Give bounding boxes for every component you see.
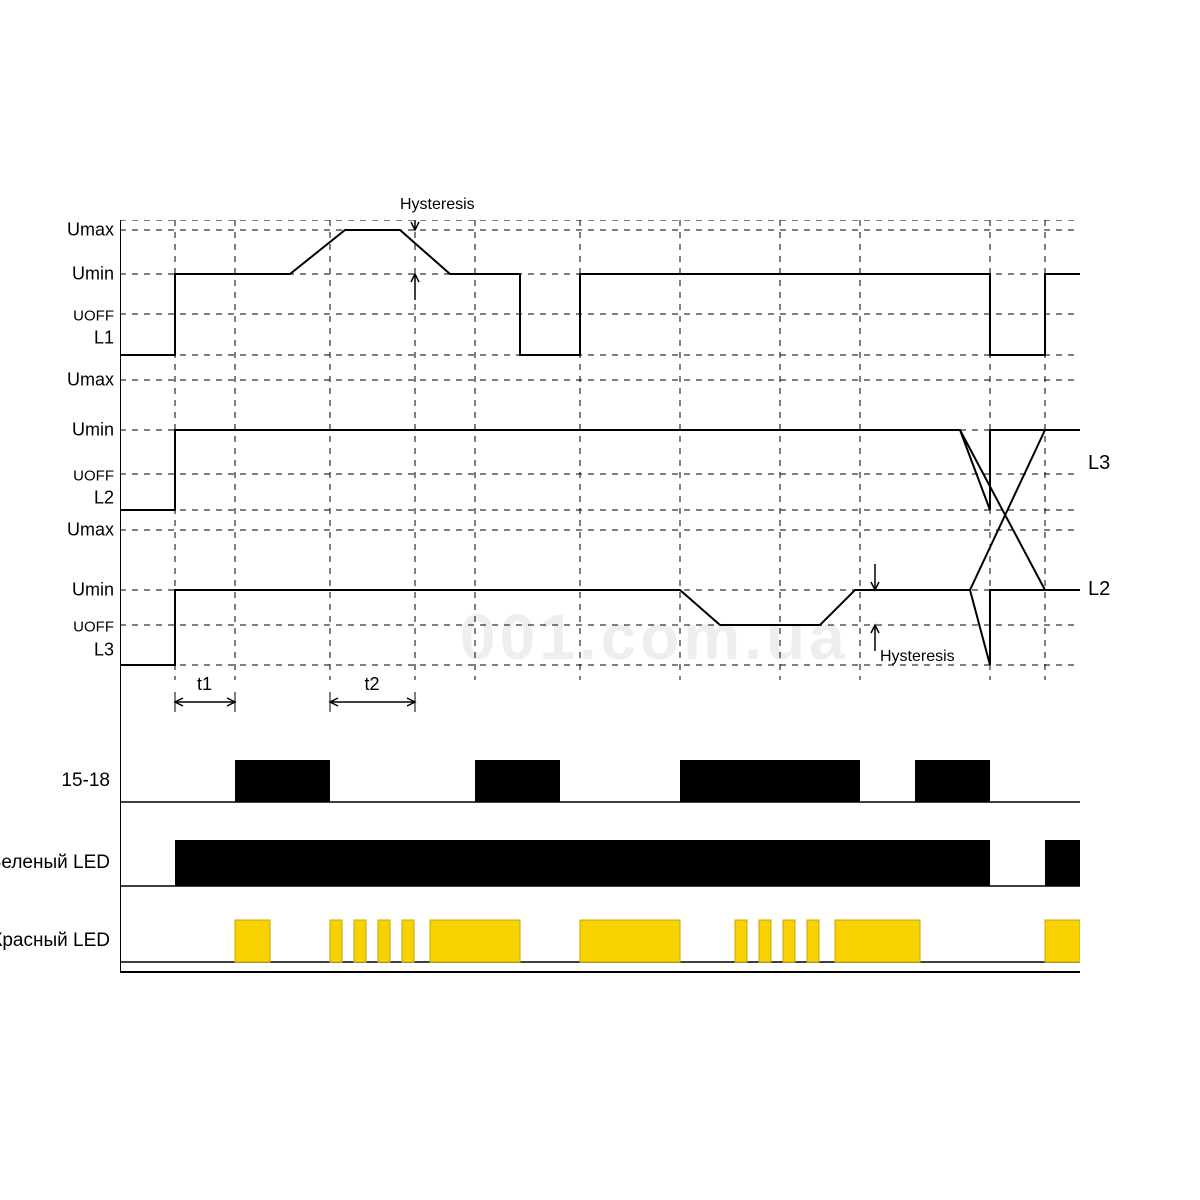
diagram-stage: UmaxUminUOFFL1UmaxUminUOFFL2UmaxUminUOFF…	[120, 220, 1080, 980]
ylabel-L2-UOFF: UOFF	[73, 468, 114, 485]
ylabel-L2-L2: L2	[94, 488, 114, 509]
diagram-svg	[120, 220, 1080, 980]
t1-label: t1	[197, 674, 212, 695]
ylabel-L1-UOFF: UOFF	[73, 308, 114, 325]
t2-label: t2	[365, 674, 380, 695]
ylabel-L3-UOFF: UOFF	[73, 619, 114, 636]
row-label-green: Зеленый LED	[0, 852, 110, 874]
right-label-L2: L2	[1088, 578, 1110, 601]
canvas: 001.com.ua UmaxUminUOFFL1UmaxUminUOFFL2U…	[0, 0, 1200, 1200]
hysteresis-label-1: Hysteresis	[880, 648, 955, 666]
ylabel-L3-Umax: Umax	[67, 520, 114, 541]
ylabel-L3-Umin: Umin	[72, 580, 114, 601]
ylabel-L1-Umin: Umin	[72, 264, 114, 285]
ylabel-L1-L1: L1	[94, 328, 114, 349]
ylabel-L2-Umax: Umax	[67, 370, 114, 391]
hysteresis-label-0: Hysteresis	[400, 196, 475, 214]
row-label-relay: 15-18	[61, 770, 110, 792]
ylabel-L1-Umax: Umax	[67, 220, 114, 241]
ylabel-L3-L3: L3	[94, 640, 114, 661]
row-label-red: Красный LED	[0, 930, 110, 952]
right-label-L3: L3	[1088, 452, 1110, 475]
ylabel-L2-Umin: Umin	[72, 420, 114, 441]
